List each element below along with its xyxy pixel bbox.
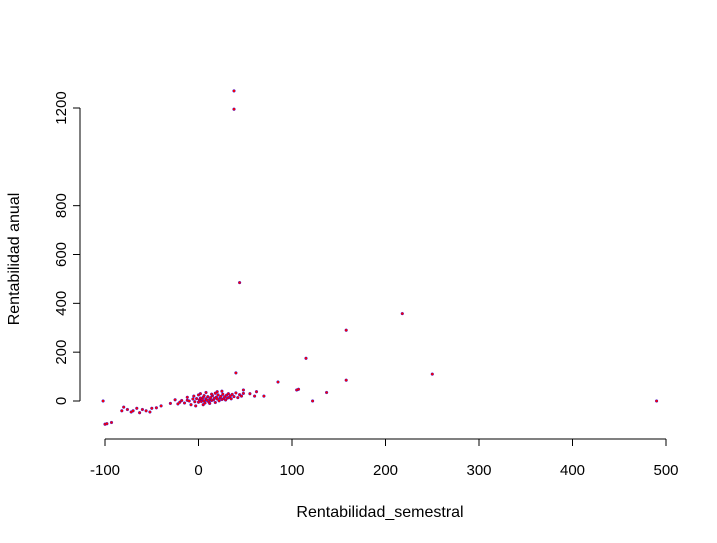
data-point <box>655 399 659 403</box>
data-point <box>344 378 348 382</box>
data-point <box>140 407 144 412</box>
data-point <box>325 390 329 395</box>
y-tick-label: 0 <box>53 397 70 405</box>
data-point <box>221 392 225 396</box>
data-point <box>229 397 233 401</box>
data-point <box>144 409 148 413</box>
data-point <box>304 356 308 360</box>
data-point <box>232 107 236 111</box>
data-point <box>253 394 257 398</box>
data-point <box>209 396 213 400</box>
x-tick-label: 400 <box>560 462 585 479</box>
data-point <box>187 399 191 403</box>
data-points <box>101 89 659 426</box>
data-point <box>105 422 109 426</box>
data-point <box>138 411 142 415</box>
y-axis: 0 200 400 600 800 1200 <box>53 91 81 405</box>
data-point <box>193 400 197 404</box>
data-point <box>101 399 105 403</box>
data-point <box>234 371 238 375</box>
data-point <box>109 420 114 425</box>
data-point <box>296 387 301 391</box>
x-axis: -100 0 100 200 300 400 500 <box>90 438 679 479</box>
x-tick-label: 100 <box>279 462 304 479</box>
data-point <box>226 392 230 396</box>
data-point <box>208 401 212 405</box>
data-point <box>135 406 139 410</box>
data-point <box>217 399 221 403</box>
data-point <box>262 394 266 398</box>
data-point <box>131 409 135 413</box>
data-point <box>148 410 152 414</box>
y-tick-label: 200 <box>53 340 70 365</box>
data-point <box>213 391 217 395</box>
data-point <box>150 406 154 410</box>
data-point <box>400 312 404 316</box>
data-point <box>224 398 228 402</box>
data-point <box>194 404 198 408</box>
data-point <box>344 328 348 332</box>
data-point <box>234 391 238 395</box>
data-point <box>430 372 434 376</box>
data-point <box>201 403 205 407</box>
data-point <box>241 388 245 392</box>
y-tick-label: 400 <box>53 291 70 316</box>
data-point <box>232 89 236 93</box>
data-point <box>215 397 219 401</box>
data-point <box>125 407 129 412</box>
data-point <box>180 398 184 403</box>
x-tick-label: -100 <box>90 462 120 479</box>
y-tick-label: 800 <box>53 193 70 218</box>
x-tick-label: 200 <box>373 462 398 479</box>
data-point <box>241 391 245 395</box>
data-point <box>189 403 193 407</box>
data-point <box>195 397 199 401</box>
data-point <box>311 399 315 403</box>
data-point <box>232 395 236 399</box>
data-point <box>182 401 187 405</box>
data-point <box>191 397 195 401</box>
data-point <box>276 380 280 384</box>
x-tick-label: 500 <box>653 462 678 479</box>
y-tick-label: 1200 <box>53 91 70 124</box>
data-point <box>236 396 240 400</box>
y-axis-title: Rentabilidad anual <box>6 193 23 326</box>
data-point <box>154 406 158 410</box>
data-point <box>220 389 224 393</box>
data-point <box>196 393 201 397</box>
data-point <box>173 398 177 402</box>
y-tick-label: 600 <box>53 242 70 267</box>
data-point <box>204 390 208 395</box>
x-tick-label: 300 <box>466 462 491 479</box>
data-point <box>206 395 210 399</box>
data-point <box>185 395 189 399</box>
data-point <box>230 392 234 396</box>
x-tick-label: 0 <box>194 462 202 479</box>
x-axis-title: Rentabilidad_semestral <box>296 504 463 521</box>
data-point <box>122 405 126 409</box>
data-point <box>168 401 172 405</box>
data-point <box>248 392 252 396</box>
data-point <box>238 281 242 285</box>
data-point <box>202 394 206 398</box>
data-point <box>192 394 196 398</box>
data-point <box>159 404 163 408</box>
data-point <box>216 393 220 397</box>
data-point <box>254 390 259 394</box>
data-point <box>239 394 244 398</box>
data-point <box>120 409 124 413</box>
data-point <box>213 400 217 405</box>
data-point <box>210 392 214 396</box>
data-point <box>219 394 223 398</box>
